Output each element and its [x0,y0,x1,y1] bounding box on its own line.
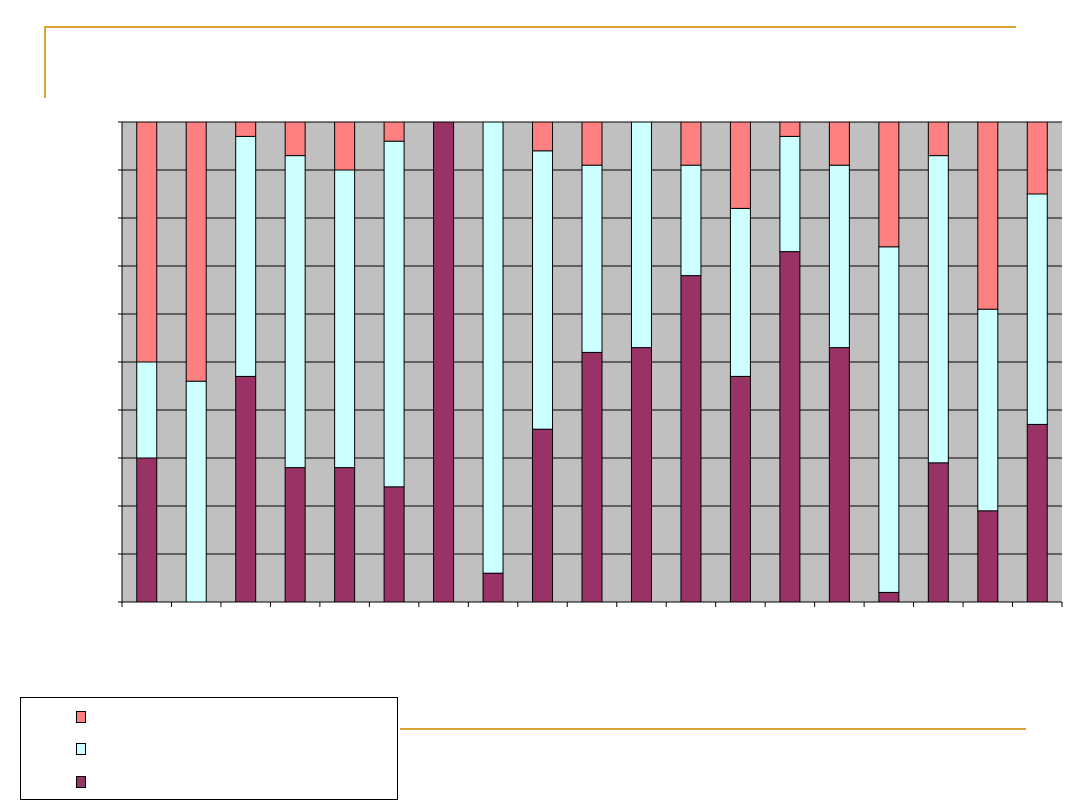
slide-accent-line-left [44,26,46,98]
bar-segment-19-series-2 [1026,193,1048,425]
bar-segment-8-series-1 [482,572,504,603]
bar-segment-14-series-2 [779,135,801,253]
bar-segment-10-series-2 [581,164,603,353]
bar-segment-6-series-1 [383,486,405,603]
legend-swatch [76,711,86,723]
bar-segment-5-series-1 [334,467,356,603]
bar-segment-2-series-2 [185,380,207,603]
slide-accent-line-bottom [400,728,1026,730]
bar-segment-1-series-2 [136,361,158,459]
bar-segment-18-series-2 [977,308,999,512]
bar-segment-15-series-3 [828,121,850,166]
bar-segment-12-series-2 [680,164,702,277]
bar-segment-13-series-2 [729,207,751,377]
bar-segment-9-series-1 [532,428,554,603]
bar-segment-5-series-2 [334,169,356,469]
bar-segment-1-series-3 [136,121,158,363]
legend-swatch [76,776,86,788]
bar-segment-17-series-2 [927,155,949,464]
bar-segment-3-series-1 [235,375,257,603]
bar-segment-4-series-2 [284,155,306,469]
bar-segment-13-series-3 [729,121,751,209]
bar-segment-8-series-2 [482,121,504,574]
bar-segment-12-series-1 [680,275,702,603]
bar-segment-17-series-1 [927,462,949,603]
bar-segment-16-series-2 [878,246,900,593]
bar-segment-15-series-1 [828,347,850,603]
bar-segment-6-series-2 [383,140,405,488]
bar-segment-13-series-1 [729,375,751,603]
bar-segment-16-series-1 [878,591,900,603]
legend-swatch [76,743,86,755]
axes [118,121,1063,607]
bar-segment-16-series-3 [878,121,900,248]
slide-accent-line-top [44,26,1016,28]
bar-segment-5-series-3 [334,121,356,171]
bar-series [136,121,1048,603]
bar-segment-18-series-1 [977,510,999,603]
bar-segment-14-series-3 [779,121,801,137]
bar-segment-15-series-2 [828,164,850,349]
bar-segment-18-series-3 [977,121,999,310]
bar-segment-3-series-3 [235,121,257,137]
bar-segment-10-series-3 [581,121,603,166]
bar-segment-17-series-3 [927,121,949,157]
bar-segment-9-series-3 [532,121,554,152]
bar-segment-11-series-2 [630,121,652,349]
bar-segment-6-series-3 [383,121,405,142]
bar-segment-1-series-1 [136,457,158,603]
bar-segment-14-series-1 [779,251,801,603]
bar-segment-7-series-1 [433,121,455,603]
bar-segment-19-series-1 [1026,423,1048,603]
bar-segment-12-series-3 [680,121,702,166]
bar-segment-4-series-3 [284,121,306,157]
bar-segment-2-series-3 [185,121,207,382]
bar-segment-19-series-3 [1026,121,1048,195]
bar-segment-9-series-2 [532,150,554,430]
bar-segment-11-series-1 [630,347,652,603]
bar-segment-3-series-2 [235,135,257,377]
chart-legend [20,697,398,800]
bar-segment-4-series-1 [284,467,306,603]
bar-segment-10-series-1 [581,351,603,603]
